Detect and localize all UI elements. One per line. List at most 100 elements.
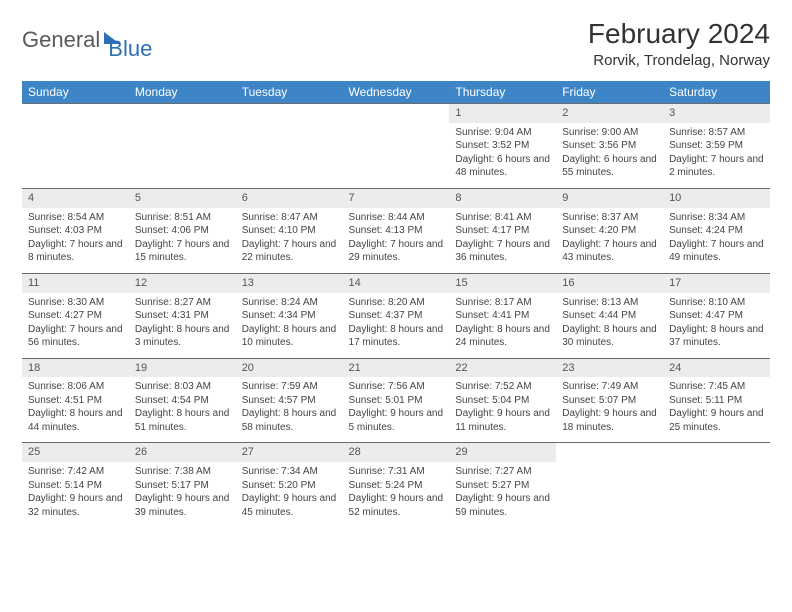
calendar-table: Sunday Monday Tuesday Wednesday Thursday… bbox=[22, 81, 770, 527]
daylight-line: Daylight: 9 hours and 32 minutes. bbox=[28, 492, 123, 519]
day-cell: 26Sunrise: 7:38 AMSunset: 5:17 PMDayligh… bbox=[129, 443, 236, 527]
day-cell: 23Sunrise: 7:49 AMSunset: 5:07 PMDayligh… bbox=[556, 358, 663, 443]
day-cell: 17Sunrise: 8:10 AMSunset: 4:47 PMDayligh… bbox=[663, 273, 770, 358]
day-number: 26 bbox=[129, 443, 236, 462]
daylight-line: Daylight: 8 hours and 24 minutes. bbox=[455, 323, 550, 350]
sunrise-line: Sunrise: 8:30 AM bbox=[28, 296, 123, 310]
day-cell: 20Sunrise: 7:59 AMSunset: 4:57 PMDayligh… bbox=[236, 358, 343, 443]
sunset-line: Sunset: 5:04 PM bbox=[455, 394, 550, 408]
sunset-line: Sunset: 4:31 PM bbox=[135, 309, 230, 323]
day-number: 21 bbox=[343, 359, 450, 378]
day-number: 7 bbox=[343, 189, 450, 208]
sunrise-line: Sunrise: 8:37 AM bbox=[562, 211, 657, 225]
sunset-line: Sunset: 4:44 PM bbox=[562, 309, 657, 323]
day-body: Sunrise: 8:41 AMSunset: 4:17 PMDaylight:… bbox=[449, 208, 556, 273]
sunrise-line: Sunrise: 7:45 AM bbox=[669, 380, 764, 394]
dow-saturday: Saturday bbox=[663, 81, 770, 104]
sunset-line: Sunset: 4:13 PM bbox=[349, 224, 444, 238]
empty-day-cell bbox=[556, 443, 663, 527]
day-body: Sunrise: 7:42 AMSunset: 5:14 PMDaylight:… bbox=[22, 462, 129, 527]
empty-day-cell bbox=[22, 104, 129, 189]
dow-thursday: Thursday bbox=[449, 81, 556, 104]
day-number: 5 bbox=[129, 189, 236, 208]
daylight-line: Daylight: 9 hours and 18 minutes. bbox=[562, 407, 657, 434]
calendar-week-row: 4Sunrise: 8:54 AMSunset: 4:03 PMDaylight… bbox=[22, 188, 770, 273]
daylight-line: Daylight: 8 hours and 30 minutes. bbox=[562, 323, 657, 350]
daylight-line: Daylight: 9 hours and 11 minutes. bbox=[455, 407, 550, 434]
day-body: Sunrise: 7:27 AMSunset: 5:27 PMDaylight:… bbox=[449, 462, 556, 527]
sunrise-line: Sunrise: 8:03 AM bbox=[135, 380, 230, 394]
day-body: Sunrise: 8:27 AMSunset: 4:31 PMDaylight:… bbox=[129, 293, 236, 358]
daylight-line: Daylight: 7 hours and 15 minutes. bbox=[135, 238, 230, 265]
sunrise-line: Sunrise: 8:34 AM bbox=[669, 211, 764, 225]
sunrise-line: Sunrise: 8:13 AM bbox=[562, 296, 657, 310]
daylight-line: Daylight: 8 hours and 3 minutes. bbox=[135, 323, 230, 350]
day-number: 23 bbox=[556, 359, 663, 378]
daylight-line: Daylight: 7 hours and 2 minutes. bbox=[669, 153, 764, 180]
sunset-line: Sunset: 4:47 PM bbox=[669, 309, 764, 323]
day-cell: 27Sunrise: 7:34 AMSunset: 5:20 PMDayligh… bbox=[236, 443, 343, 527]
day-body: Sunrise: 8:54 AMSunset: 4:03 PMDaylight:… bbox=[22, 208, 129, 273]
day-body: Sunrise: 8:51 AMSunset: 4:06 PMDaylight:… bbox=[129, 208, 236, 273]
day-body: Sunrise: 8:44 AMSunset: 4:13 PMDaylight:… bbox=[343, 208, 450, 273]
sunset-line: Sunset: 4:10 PM bbox=[242, 224, 337, 238]
daylight-line: Daylight: 6 hours and 48 minutes. bbox=[455, 153, 550, 180]
daylight-line: Daylight: 8 hours and 37 minutes. bbox=[669, 323, 764, 350]
sunrise-line: Sunrise: 8:57 AM bbox=[669, 126, 764, 140]
daylight-line: Daylight: 7 hours and 29 minutes. bbox=[349, 238, 444, 265]
empty-day-cell bbox=[129, 104, 236, 189]
day-cell: 14Sunrise: 8:20 AMSunset: 4:37 PMDayligh… bbox=[343, 273, 450, 358]
day-cell: 24Sunrise: 7:45 AMSunset: 5:11 PMDayligh… bbox=[663, 358, 770, 443]
sunrise-line: Sunrise: 7:34 AM bbox=[242, 465, 337, 479]
day-number: 20 bbox=[236, 359, 343, 378]
daylight-line: Daylight: 7 hours and 56 minutes. bbox=[28, 323, 123, 350]
day-number: 17 bbox=[663, 274, 770, 293]
sunrise-line: Sunrise: 8:24 AM bbox=[242, 296, 337, 310]
day-number: 8 bbox=[449, 189, 556, 208]
sunrise-line: Sunrise: 7:27 AM bbox=[455, 465, 550, 479]
dow-wednesday: Wednesday bbox=[343, 81, 450, 104]
day-cell: 10Sunrise: 8:34 AMSunset: 4:24 PMDayligh… bbox=[663, 188, 770, 273]
day-cell: 15Sunrise: 8:17 AMSunset: 4:41 PMDayligh… bbox=[449, 273, 556, 358]
sunrise-line: Sunrise: 7:31 AM bbox=[349, 465, 444, 479]
month-title: February 2024 bbox=[588, 18, 770, 50]
sunrise-line: Sunrise: 8:51 AM bbox=[135, 211, 230, 225]
sunset-line: Sunset: 5:01 PM bbox=[349, 394, 444, 408]
sunset-line: Sunset: 4:03 PM bbox=[28, 224, 123, 238]
day-number: 3 bbox=[663, 104, 770, 123]
calendar-week-row: 11Sunrise: 8:30 AMSunset: 4:27 PMDayligh… bbox=[22, 273, 770, 358]
calendar-body: 1Sunrise: 9:04 AMSunset: 3:52 PMDaylight… bbox=[22, 104, 770, 528]
day-body: Sunrise: 8:03 AMSunset: 4:54 PMDaylight:… bbox=[129, 377, 236, 442]
daylight-line: Daylight: 9 hours and 39 minutes. bbox=[135, 492, 230, 519]
day-number: 27 bbox=[236, 443, 343, 462]
day-body: Sunrise: 7:49 AMSunset: 5:07 PMDaylight:… bbox=[556, 377, 663, 442]
sunrise-line: Sunrise: 7:49 AM bbox=[562, 380, 657, 394]
day-cell: 2Sunrise: 9:00 AMSunset: 3:56 PMDaylight… bbox=[556, 104, 663, 189]
day-number: 15 bbox=[449, 274, 556, 293]
weekday-header-row: Sunday Monday Tuesday Wednesday Thursday… bbox=[22, 81, 770, 104]
sunrise-line: Sunrise: 7:59 AM bbox=[242, 380, 337, 394]
day-body: Sunrise: 8:47 AMSunset: 4:10 PMDaylight:… bbox=[236, 208, 343, 273]
daylight-line: Daylight: 9 hours and 45 minutes. bbox=[242, 492, 337, 519]
empty-day-cell bbox=[236, 104, 343, 189]
day-number: 1 bbox=[449, 104, 556, 123]
sunset-line: Sunset: 4:54 PM bbox=[135, 394, 230, 408]
sunset-line: Sunset: 4:51 PM bbox=[28, 394, 123, 408]
dow-sunday: Sunday bbox=[22, 81, 129, 104]
sunset-line: Sunset: 4:06 PM bbox=[135, 224, 230, 238]
day-body: Sunrise: 8:17 AMSunset: 4:41 PMDaylight:… bbox=[449, 293, 556, 358]
sunrise-line: Sunrise: 8:17 AM bbox=[455, 296, 550, 310]
day-body: Sunrise: 8:24 AMSunset: 4:34 PMDaylight:… bbox=[236, 293, 343, 358]
daylight-line: Daylight: 7 hours and 36 minutes. bbox=[455, 238, 550, 265]
day-body: Sunrise: 7:52 AMSunset: 5:04 PMDaylight:… bbox=[449, 377, 556, 442]
daylight-line: Daylight: 9 hours and 59 minutes. bbox=[455, 492, 550, 519]
daylight-line: Daylight: 9 hours and 25 minutes. bbox=[669, 407, 764, 434]
day-number: 14 bbox=[343, 274, 450, 293]
sunset-line: Sunset: 5:24 PM bbox=[349, 479, 444, 493]
sunset-line: Sunset: 5:11 PM bbox=[669, 394, 764, 408]
sunset-line: Sunset: 5:27 PM bbox=[455, 479, 550, 493]
day-number: 11 bbox=[22, 274, 129, 293]
logo-text-general: General bbox=[22, 27, 100, 53]
daylight-line: Daylight: 9 hours and 52 minutes. bbox=[349, 492, 444, 519]
sunset-line: Sunset: 4:41 PM bbox=[455, 309, 550, 323]
